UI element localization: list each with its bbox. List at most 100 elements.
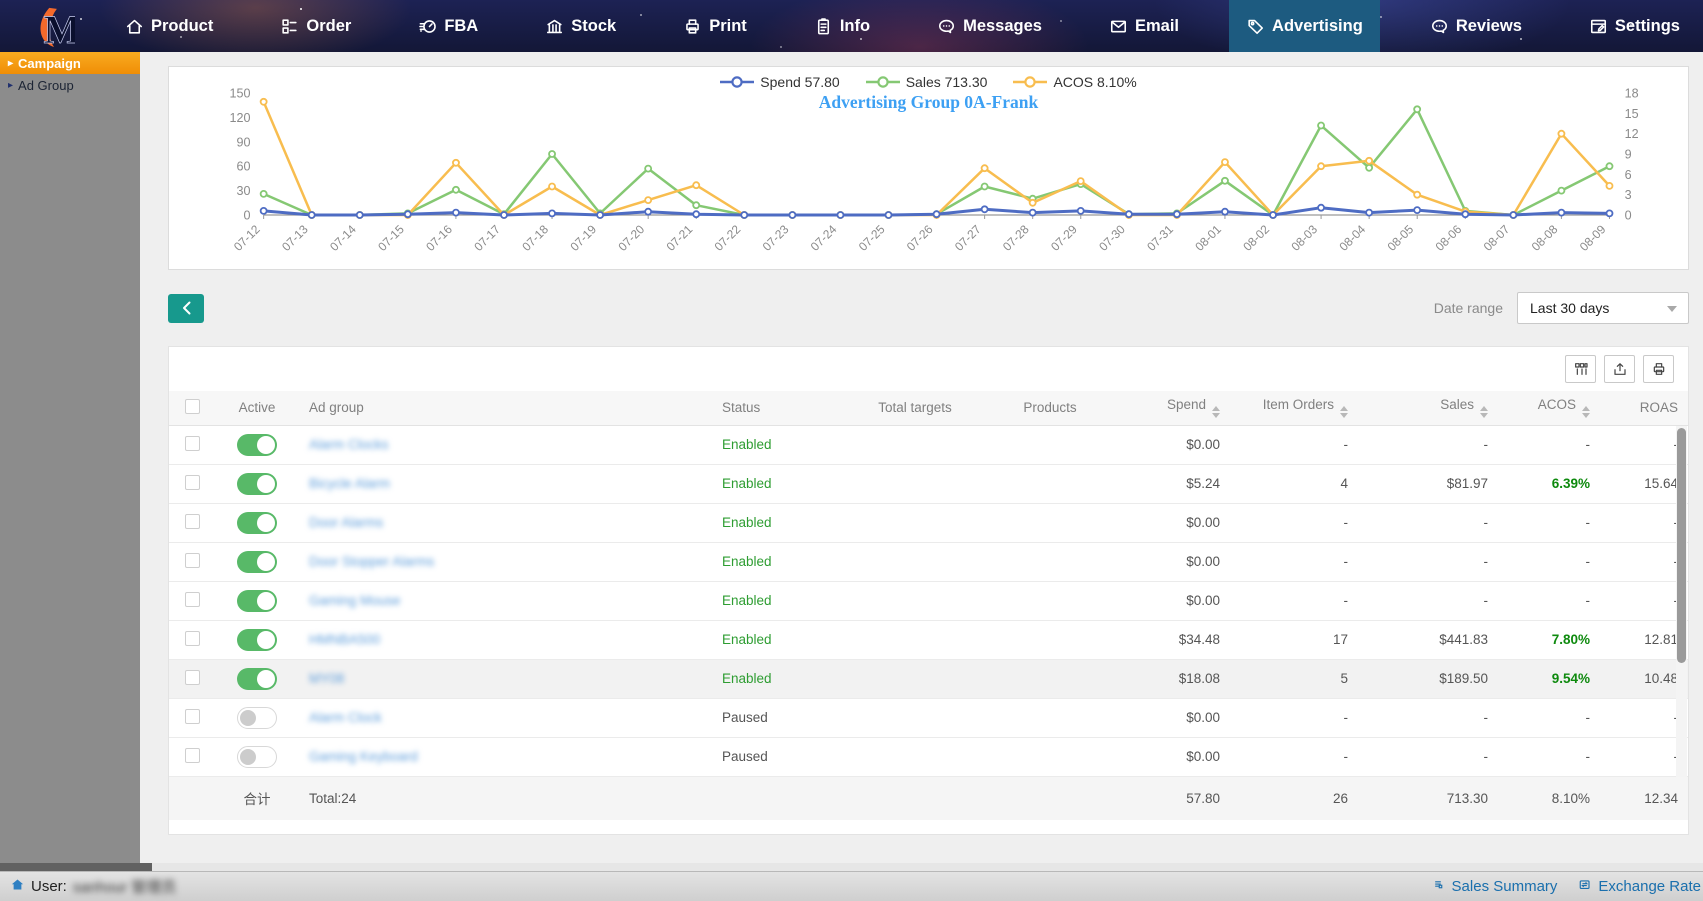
nav-item-fba[interactable]: FBA [401,0,495,52]
acos-cell: - [1498,737,1600,776]
date-range-value: Last 30 days [1530,300,1609,316]
active-toggle[interactable] [237,668,277,690]
active-toggle[interactable] [237,590,277,612]
sales-cell: $441.83 [1358,620,1498,659]
total-targets-cell [840,620,990,659]
ad-group-link[interactable]: Door Alarms [309,515,383,530]
sales-cell: - [1358,542,1498,581]
statusbar-link-exchange-rate[interactable]: Exchange Rate [1579,878,1701,895]
nav-item-order[interactable]: Order [263,0,368,52]
orders-cell: 5 [1230,659,1358,698]
ad-group-link[interactable]: Alarm Clocks [309,437,389,452]
products-cell [990,425,1110,464]
col-header-check [169,391,215,425]
sort-icon[interactable] [1582,406,1590,418]
horizontal-scrollbar[interactable] [0,863,1703,871]
total-targets-cell [840,581,990,620]
ad-group-link[interactable]: Door Stopper Alarms [309,554,434,569]
active-toggle[interactable] [237,512,277,534]
row-checkbox[interactable] [185,670,200,685]
col-header-products: Products [990,391,1110,425]
back-button[interactable] [168,294,204,323]
total-targets-cell [840,737,990,776]
nav-item-product[interactable]: Product [108,0,230,52]
row-checkbox[interactable] [185,514,200,529]
col-header-roas: ROAS [1600,391,1688,425]
row-checkbox[interactable] [185,475,200,490]
svg-text:07-30: 07-30 [1096,222,1128,254]
nav-item-label: Product [151,17,213,36]
main-content: Spend 57.80 Sales 713.30 ACOS 8.10% Adve… [140,52,1703,863]
nav-item-email[interactable]: Email [1092,0,1196,52]
row-checkbox[interactable] [185,631,200,646]
active-toggle[interactable] [237,746,277,768]
orders-cell: - [1230,503,1358,542]
svg-text:07-26: 07-26 [904,222,936,254]
nav-item-settings[interactable]: Settings [1572,0,1697,52]
active-toggle[interactable] [237,473,277,495]
svg-text:08-05: 08-05 [1385,222,1417,254]
row-checkbox[interactable] [185,436,200,451]
legend-item-acos[interactable]: ACOS 8.10% [1013,74,1136,90]
sort-icon[interactable] [1480,406,1488,418]
spend-cell: $0.00 [1110,737,1230,776]
controls-row: Date range Last 30 days [168,292,1689,324]
nav-item-label: Print [709,17,747,36]
ad-group-link[interactable]: Bicycle Alarm [309,476,390,491]
ad-group-link[interactable]: Gaming Mouse [309,593,401,608]
nav-item-stock[interactable]: Stock [528,0,633,52]
scrollbar-thumb[interactable] [1677,428,1686,663]
active-toggle[interactable] [237,434,277,456]
table-vertical-scrollbar[interactable] [1676,426,1687,777]
active-toggle[interactable] [237,707,277,729]
col-header-orders[interactable]: Item Orders [1230,391,1358,425]
col-header-acos[interactable]: ACOS [1498,391,1600,425]
col-header-spend[interactable]: Spend [1110,391,1230,425]
sidebar-item-ad-group[interactable]: ▸Ad Group [0,74,140,96]
svg-text:6: 6 [1625,168,1632,182]
nav-item-label: Advertising [1272,17,1363,36]
legend-marker-icon [1013,76,1047,88]
nav-item-messages[interactable]: Messages [920,0,1059,52]
row-checkbox[interactable] [185,709,200,724]
ad-group-link[interactable]: HMNBA500 [309,632,380,647]
select-all-checkbox[interactable] [185,399,200,414]
sort-icon[interactable] [1212,406,1220,418]
nav-item-advertising[interactable]: Advertising [1229,0,1380,52]
ad-group-link[interactable]: Alarm Clock [309,710,382,725]
gauge-icon [418,17,437,36]
nav-item-print[interactable]: Print [666,0,764,52]
total-targets-cell [840,464,990,503]
home-icon [10,877,25,896]
row-checkbox[interactable] [185,748,200,763]
sales-cell: - [1358,503,1498,542]
spend-cell: $34.48 [1110,620,1230,659]
statusbar-link-sales-summary[interactable]: Sales Summary [1433,878,1558,895]
sort-icon[interactable] [1340,406,1348,418]
legend-item-spend[interactable]: Spend 57.80 [720,74,839,90]
active-toggle[interactable] [237,629,277,651]
ad-group-link[interactable]: Gaming Keyboard [309,749,418,764]
svg-text:07-17: 07-17 [471,222,503,254]
roas-cell: - [1600,503,1688,542]
ad-group-link[interactable]: MY08 [309,671,344,686]
print-button[interactable] [1643,355,1674,383]
svg-text:07-19: 07-19 [567,222,599,254]
date-range-label: Date range [1434,300,1503,316]
column-settings-button[interactable] [1565,355,1596,383]
row-checkbox[interactable] [185,592,200,607]
date-range-select[interactable]: Last 30 days [1517,292,1689,324]
chevron-left-icon [182,301,191,315]
legend-item-sales[interactable]: Sales 713.30 [866,74,988,90]
printer-icon [1651,361,1667,377]
sidebar-item-campaign[interactable]: ▸Campaign [0,52,140,74]
export-button[interactable] [1604,355,1635,383]
svg-text:08-09: 08-09 [1577,222,1609,254]
active-toggle[interactable] [237,551,277,573]
nav-item-info[interactable]: Info [797,0,887,52]
row-checkbox[interactable] [185,553,200,568]
svg-text:07-25: 07-25 [856,222,888,254]
nav-item-reviews[interactable]: Reviews [1413,0,1539,52]
horizontal-scrollbar-thumb[interactable] [0,863,152,871]
col-header-sales[interactable]: Sales [1358,391,1498,425]
